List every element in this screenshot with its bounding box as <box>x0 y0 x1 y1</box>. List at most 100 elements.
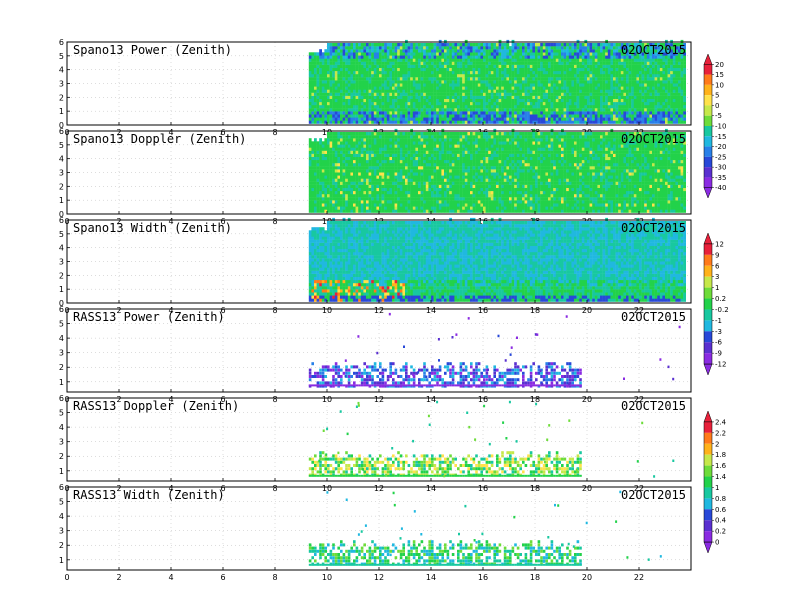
heatmap-cell <box>332 159 335 164</box>
heatmap-cell <box>420 159 424 164</box>
heatmap-cell <box>394 172 398 176</box>
heatmap-cell <box>381 55 385 59</box>
heatmap-cell <box>462 58 465 62</box>
heatmap-cell <box>355 111 359 115</box>
heatmap-cell <box>462 55 465 59</box>
heatmap-cell <box>454 95 458 99</box>
heatmap-cell <box>402 187 406 192</box>
heatmap-cell <box>392 114 395 118</box>
heatmap-cell <box>358 77 361 81</box>
heatmap-cell <box>667 49 671 53</box>
heatmap-cell <box>431 89 434 93</box>
heatmap-cell <box>402 159 406 164</box>
heatmap-cell <box>389 55 393 59</box>
heatmap-cell <box>340 147 343 151</box>
heatmap-cell <box>392 58 395 62</box>
heatmap-cell <box>342 206 346 210</box>
heatmap-cell <box>509 108 512 112</box>
heatmap-cell <box>410 105 413 109</box>
heatmap-cell <box>353 105 356 109</box>
heatmap-cell <box>433 58 437 62</box>
heatmap-cell <box>592 46 595 50</box>
heatmap-cell <box>623 105 627 109</box>
heatmap-cell <box>379 70 382 75</box>
heatmap-cell <box>376 64 380 68</box>
heatmap-cell <box>652 67 655 72</box>
heatmap-cell <box>584 86 588 90</box>
heatmap-cell <box>568 117 572 121</box>
heatmap-cell <box>574 67 577 72</box>
heatmap-cell <box>363 83 367 87</box>
heatmap-cell <box>308 178 312 182</box>
heatmap-cell <box>657 67 660 72</box>
heatmap-cell <box>467 120 471 124</box>
heatmap-cell <box>563 92 567 96</box>
heatmap-cell <box>672 80 676 84</box>
heatmap-cell <box>477 70 481 75</box>
heatmap-cell <box>412 200 416 204</box>
heatmap-cell <box>548 83 551 87</box>
heatmap-cell <box>394 159 398 164</box>
heatmap-cell <box>493 101 497 106</box>
heatmap-cell <box>337 190 341 195</box>
heatmap-cell <box>311 101 315 106</box>
heatmap-cell <box>659 111 663 115</box>
heatmap-cell <box>496 46 499 50</box>
heatmap-cell <box>327 190 330 195</box>
heatmap-cell <box>516 55 520 59</box>
heatmap-cell <box>355 70 359 75</box>
heatmap-cell <box>358 105 361 109</box>
heatmap-cell <box>519 46 523 50</box>
heatmap-cell <box>350 83 354 87</box>
heatmap-cell <box>501 77 504 81</box>
heatmap-cell <box>602 89 606 93</box>
heatmap-cell <box>360 77 364 81</box>
heatmap-cell <box>568 95 572 99</box>
heatmap-cell <box>631 111 634 115</box>
heatmap-cell <box>415 101 419 106</box>
heatmap-cell <box>337 108 341 112</box>
heatmap-cell <box>542 111 546 115</box>
heatmap-cell <box>438 89 442 93</box>
heatmap-cell <box>436 108 439 112</box>
heatmap-cell <box>454 77 458 81</box>
heatmap-cell <box>654 58 658 62</box>
heatmap-cell <box>522 52 525 56</box>
heatmap-cell <box>407 46 411 50</box>
heatmap-cell <box>581 46 585 50</box>
heatmap-cell <box>683 74 686 78</box>
heatmap-cell <box>405 89 408 93</box>
heatmap-cell <box>327 108 330 112</box>
heatmap-cell <box>454 52 458 56</box>
heatmap-cell <box>340 55 343 59</box>
heatmap-cell <box>584 108 588 112</box>
heatmap-cell <box>397 159 400 164</box>
heatmap-cell <box>337 197 341 201</box>
heatmap-cell <box>628 114 632 118</box>
heatmap-cell <box>308 175 312 179</box>
heatmap-cell <box>392 49 395 53</box>
heatmap-cell <box>363 43 367 47</box>
heatmap-cell <box>589 83 593 87</box>
heatmap-cell <box>657 61 660 65</box>
heatmap-cell <box>342 178 346 182</box>
heatmap-cell <box>418 172 421 176</box>
heatmap-cell <box>410 98 413 103</box>
heatmap-cell <box>537 101 541 106</box>
heatmap-cell <box>644 86 647 90</box>
heatmap-cell <box>394 169 398 173</box>
heatmap-cell <box>308 70 312 75</box>
heatmap-cell <box>550 98 554 103</box>
heatmap-cell <box>415 67 419 72</box>
heatmap-cell <box>670 67 673 72</box>
heatmap-cell <box>626 58 629 62</box>
heatmap-cell <box>342 77 346 81</box>
heatmap-cell <box>561 55 564 59</box>
heatmap-cell <box>529 92 533 96</box>
heatmap-cell <box>368 43 372 47</box>
heatmap-cell <box>652 101 655 106</box>
heatmap-cell <box>529 64 533 68</box>
heatmap-cell <box>485 70 489 75</box>
heatmap-cell <box>672 111 676 115</box>
heatmap-cell <box>334 74 338 78</box>
